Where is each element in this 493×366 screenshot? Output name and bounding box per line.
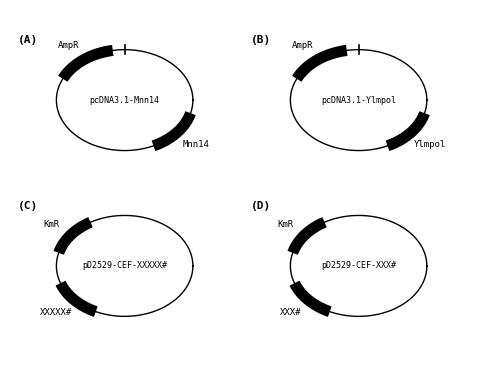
- Text: pD2529-CEF-XXXXX#: pD2529-CEF-XXXXX#: [82, 261, 167, 270]
- Text: AmpR: AmpR: [58, 41, 79, 50]
- Text: (B): (B): [251, 35, 272, 45]
- Text: Mnn14: Mnn14: [182, 139, 209, 149]
- Text: AmpR: AmpR: [291, 41, 313, 50]
- Text: (D): (D): [251, 201, 272, 211]
- Text: XXXXX#: XXXXX#: [40, 308, 72, 317]
- Text: XXX#: XXX#: [280, 308, 301, 317]
- Text: pcDNA3.1-Ylmpol: pcDNA3.1-Ylmpol: [321, 96, 396, 105]
- Text: KmR: KmR: [43, 220, 59, 229]
- Text: pcDNA3.1-Mnn14: pcDNA3.1-Mnn14: [90, 96, 160, 105]
- Text: (A): (A): [17, 35, 37, 45]
- Text: KmR: KmR: [277, 220, 293, 229]
- Text: Ylmpol: Ylmpol: [414, 139, 446, 149]
- Text: (C): (C): [17, 201, 37, 211]
- Text: pD2529-CEF-XXX#: pD2529-CEF-XXX#: [321, 261, 396, 270]
